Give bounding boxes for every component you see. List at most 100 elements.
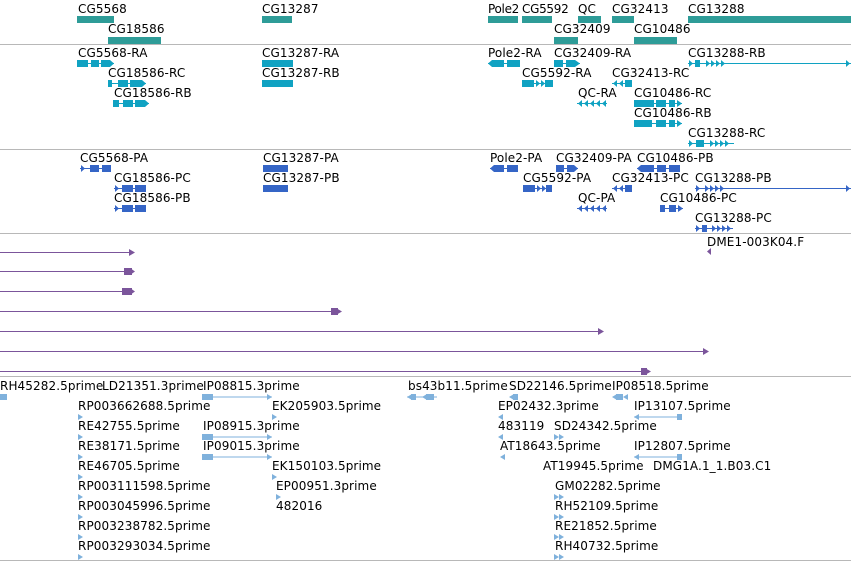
cdna-read-track: RH45282.5prime LD21351.3prime IP08815.3p…: [0, 377, 851, 560]
transcript-label: CG5568-RA: [78, 46, 148, 60]
cdna-label: 483119: [498, 419, 545, 433]
transcript-label: CG32413-RC: [612, 66, 690, 80]
transcript-label: CG32409-PA: [556, 151, 632, 165]
cdna-label: DMG1A.1_1.B03.C1: [653, 459, 772, 473]
transcript-label: CG18586-RC: [108, 66, 186, 80]
cdna-label: RE38171.5prime: [78, 439, 180, 453]
cdna-label: SD24342.5prime: [554, 419, 657, 433]
transcript-label: CG18586-PB: [114, 191, 191, 205]
cdna-label: RE46705.5prime: [78, 459, 180, 473]
cdna-label: RE42755.5prime: [78, 419, 180, 433]
cdna-label: IP12807.5prime: [634, 439, 731, 453]
transcript-label: CG13287-RA: [262, 46, 340, 60]
transcript-label: CG13287-PA: [263, 151, 339, 165]
gene-label: CG10486: [634, 22, 691, 36]
est-alignment-track: DME1-003K04.F: [0, 234, 851, 376]
transcript-glyph: [522, 80, 553, 87]
est-glyph: [0, 368, 651, 375]
cdna-label: RP003111598.5prime: [78, 479, 211, 493]
gene-glyph: [688, 16, 851, 23]
cdna-glyph: [500, 454, 505, 460]
transcript-label: CG13288-RC: [688, 126, 766, 140]
transcript-glyph: [688, 60, 851, 67]
transcript-glyph: [577, 100, 607, 107]
gene-glyph: [77, 16, 114, 23]
cdna-label: bs43b11.5prime: [408, 379, 508, 393]
gene-glyph: [612, 16, 634, 23]
cdna-glyph: [554, 554, 564, 560]
cdna-label: AT18643.5prime: [500, 439, 601, 453]
est-glyph: [707, 248, 711, 255]
gene-label: CG5568: [78, 2, 127, 16]
transcript-label: Pole2-RA: [488, 46, 542, 60]
gene-label: CG13287: [262, 2, 319, 16]
transcript-label: CG13287-PB: [263, 171, 340, 185]
transcript-glyph: [554, 60, 580, 67]
cdna-glyph: [78, 514, 83, 520]
gene-glyph: [108, 37, 161, 44]
cdna-label: 482016: [276, 499, 323, 513]
cdna-glyph: [78, 554, 83, 560]
transcript-glyph: [262, 80, 293, 87]
cdna-label: RP003662688.5prime: [78, 399, 211, 413]
cdna-label: LD21351.3prime: [102, 379, 204, 393]
transcript-glyph: [262, 60, 293, 67]
cdna-label: EK205903.5prime: [272, 399, 382, 413]
cdna-label: RH45282.5prime: [0, 379, 104, 393]
cdna-glyph: [78, 414, 83, 420]
cdna-label: RP003238782.5prime: [78, 519, 211, 533]
gene-label: CG32409: [554, 22, 611, 36]
track-divider: [0, 376, 851, 377]
gene-glyph: [488, 16, 518, 23]
cdna-label: RH52109.5prime: [555, 499, 659, 513]
cdna-glyph: [634, 454, 682, 460]
cdna-glyph: [612, 394, 628, 400]
transcript-glyph: [660, 205, 683, 212]
gene-label: CG18586: [108, 22, 165, 36]
transcript-track: CG5568-RA CG18586-RC CG18586-RB CG13287-…: [0, 45, 851, 149]
transcript-glyph: [523, 185, 552, 192]
track-divider: [0, 233, 851, 234]
transcript-glyph: [80, 165, 111, 172]
est-glyph: [0, 328, 604, 335]
gene-glyph: [578, 16, 601, 23]
transcript-label: CG10486-PB: [637, 151, 714, 165]
cdna-label: EP02432.3prime: [498, 399, 599, 413]
transcript-label: CG5592-RA: [522, 66, 592, 80]
cdna-glyph: [0, 377, 6, 383]
gene-label: QC: [578, 2, 597, 16]
cdna-glyph: [202, 394, 272, 400]
cdna-label: IP09015.3prime: [203, 439, 300, 453]
cdna-glyph: [78, 454, 83, 460]
transcript-glyph: [490, 165, 518, 172]
cdna-glyph: [634, 414, 682, 420]
est-glyph: [0, 268, 135, 275]
transcript-glyph: [108, 80, 146, 87]
transcript-label: CG5568-PA: [80, 151, 149, 165]
gene-label: CG32413: [612, 2, 669, 16]
cdna-glyph: [554, 434, 564, 440]
cdna-glyph: [276, 494, 281, 500]
transcript-glyph: [488, 60, 520, 67]
cdna-label: RE21852.5prime: [555, 519, 657, 533]
est-label: DME1-003K04.F: [707, 235, 805, 249]
transcript-glyph: [634, 100, 682, 107]
cdna-label: GM02282.5prime: [555, 479, 661, 493]
cdna-glyph: [272, 414, 277, 420]
transcript-glyph: [695, 225, 733, 232]
cdna-glyph: [78, 494, 83, 500]
transcript-label: CG10486-PC: [660, 191, 737, 205]
transcript-glyph: [114, 185, 146, 192]
gene-glyph: [262, 16, 292, 23]
transcript-glyph: [612, 80, 632, 87]
transcript-track: CG5568-PA CG18586-PC CG18586-PB CG13287-…: [0, 150, 851, 233]
cdna-label: IP08518.5prime: [612, 379, 709, 393]
cdna-label: SD22146.5prime: [509, 379, 612, 393]
cdna-glyph: [78, 474, 83, 480]
cdna-label: IP08815.3prime: [203, 379, 300, 393]
cdna-label: RP003045996.5prime: [78, 499, 211, 513]
cdna-glyph: [509, 394, 518, 400]
gene-label: Pole2: [488, 2, 520, 16]
transcript-glyph: [688, 140, 734, 147]
